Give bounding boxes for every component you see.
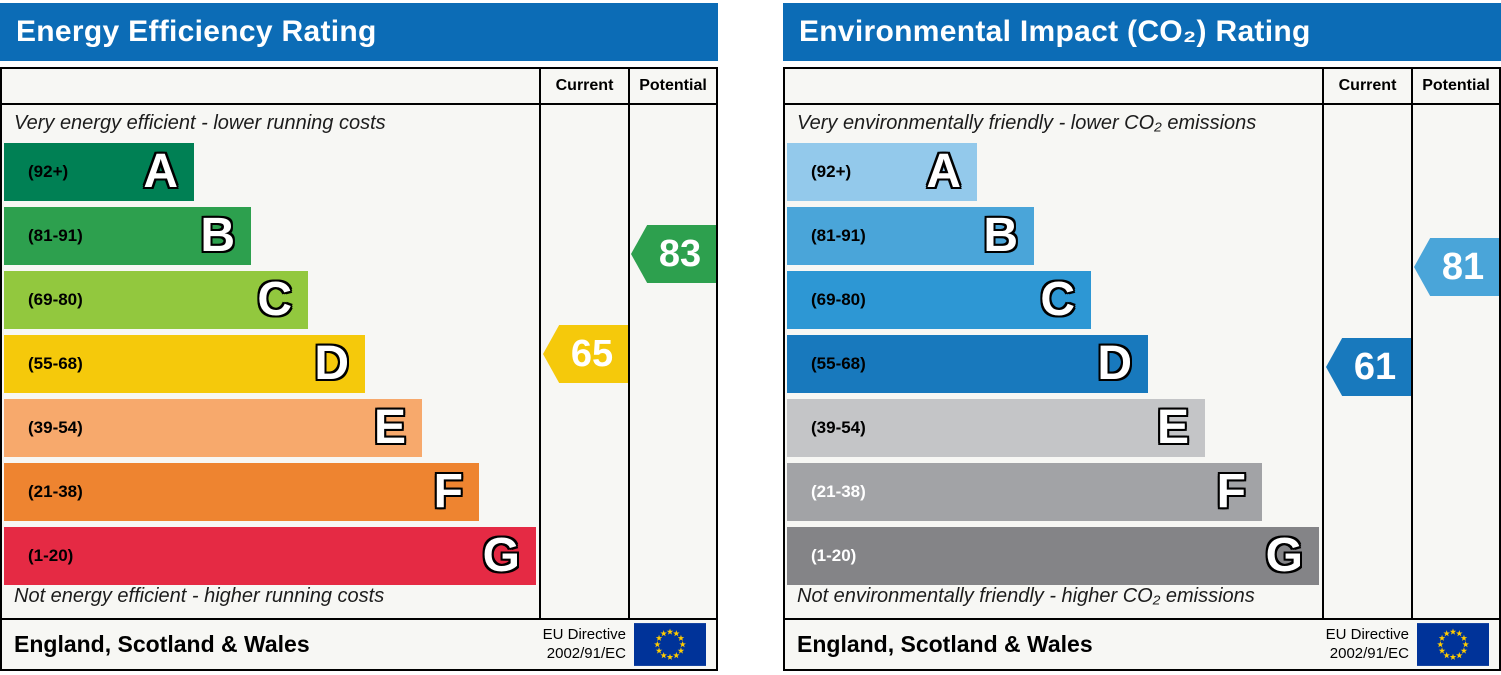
energy-table-body: Very energy efficient - lower running co… (2, 105, 716, 618)
potential-column-header: Potential (1411, 69, 1499, 103)
band-row-b: (81-91) B (4, 207, 251, 265)
eu-flag-icon (634, 623, 706, 666)
header-spacer (785, 69, 1322, 103)
potential-rating-value: 81 (1441, 245, 1485, 288)
current-column-header: Current (1322, 69, 1411, 103)
current-rating-value: 61 (1353, 345, 1397, 388)
region-label: England, Scotland & Wales (797, 631, 1093, 657)
co2-potential-column: 81 (1411, 105, 1499, 618)
region-label: England, Scotland & Wales (14, 631, 310, 657)
band-letter: C (257, 273, 292, 326)
potential-rating-arrow: 83 (631, 225, 716, 283)
panel-environmental-impact: Environmental Impact (CO₂) Rating Curren… (783, 3, 1501, 671)
energy-bands: (92+) A (81-91) B (69-80) C (55-68) D (4, 143, 539, 591)
band-letter: A (143, 145, 178, 198)
band-range-label: (21-38) (28, 482, 83, 501)
potential-column-header: Potential (628, 69, 716, 103)
band-range-label: (1-20) (811, 546, 857, 565)
band-letter: D (314, 337, 349, 390)
band-row-f: (21-38) F (4, 463, 479, 521)
co2-title: Environmental Impact (CO₂) Rating (799, 15, 1311, 48)
band-row-e: (39-54) E (787, 399, 1205, 457)
band-range-label: (92+) (811, 162, 852, 181)
band-letter: E (1156, 401, 1189, 454)
eu-flag-icon (1417, 623, 1489, 666)
energy-current-column: 65 (539, 105, 628, 618)
co2-table-body: Very environmentally friendly - lower CO… (785, 105, 1499, 618)
band-row-f: (21-38) F (787, 463, 1262, 521)
co2-table-header-row: Current Potential (785, 69, 1499, 105)
band-letter: C (1040, 273, 1075, 326)
band-row-d: (55-68) D (787, 335, 1148, 393)
band-letter: F (433, 465, 463, 518)
band-row-a: (92+) A (4, 143, 194, 201)
band-range-label: (55-68) (28, 354, 83, 373)
co2-bottom-note: Not environmentally friendly - higher CO… (797, 585, 1255, 607)
band-letter: A (926, 145, 961, 198)
band-range-label: (81-91) (28, 226, 83, 245)
band-row-c: (69-80) C (787, 271, 1091, 329)
current-rating-arrow: 61 (1326, 338, 1411, 396)
band-range-label: (92+) (28, 162, 69, 181)
band-range-label: (81-91) (811, 226, 866, 245)
band-row-b: (81-91) B (787, 207, 1034, 265)
band-letter: B (200, 209, 235, 262)
band-letter: E (373, 401, 406, 454)
current-rating-value: 65 (570, 332, 614, 375)
band-letter: B (983, 209, 1018, 262)
band-range-label: (55-68) (811, 354, 866, 373)
band-letter: F (1216, 465, 1246, 518)
co2-rating-table: Current Potential Very environmentally f… (783, 67, 1501, 671)
energy-bands-area: Very energy efficient - lower running co… (2, 105, 539, 618)
energy-table-header-row: Current Potential (2, 69, 716, 105)
potential-rating-value: 83 (658, 232, 702, 275)
co2-bands: (92+) A (81-91) B (69-80) C (55-68) D (787, 143, 1322, 591)
co2-title-bar: Environmental Impact (CO₂) Rating (783, 3, 1501, 61)
energy-bottom-note: Not energy efficient - higher running co… (14, 585, 385, 607)
band-row-d: (55-68) D (4, 335, 365, 393)
band-letter: G (482, 529, 520, 582)
potential-rating-arrow: 81 (1414, 238, 1499, 296)
energy-table-footer: England, Scotland & Wales EU Directive 2… (2, 618, 716, 669)
band-row-a: (92+) A (787, 143, 977, 201)
current-rating-arrow: 65 (543, 325, 628, 383)
current-column-header: Current (539, 69, 628, 103)
co2-table-footer: England, Scotland & Wales EU Directive 2… (785, 618, 1499, 669)
band-range-label: (39-54) (28, 418, 83, 437)
band-letter: G (1265, 529, 1303, 582)
band-row-g: (1-20) G (4, 527, 536, 585)
band-row-g: (1-20) G (787, 527, 1319, 585)
co2-bands-area: Very environmentally friendly - lower CO… (785, 105, 1322, 618)
energy-potential-column: 83 (628, 105, 716, 618)
energy-title-bar: Energy Efficiency Rating (0, 3, 718, 61)
eu-directive-line2: 2002/91/EC (1329, 644, 1409, 662)
energy-title: Energy Efficiency Rating (16, 15, 377, 48)
band-row-c: (69-80) C (4, 271, 308, 329)
eu-directive-line2: 2002/91/EC (546, 644, 626, 662)
band-range-label: (69-80) (28, 290, 83, 309)
panel-energy-efficiency: Energy Efficiency Rating Current Potenti… (0, 3, 718, 671)
band-letter: D (1097, 337, 1132, 390)
eu-directive-line1: EU Directive (1325, 625, 1409, 643)
header-spacer (2, 69, 539, 103)
band-row-e: (39-54) E (4, 399, 422, 457)
co2-current-column: 61 (1322, 105, 1411, 618)
energy-rating-table: Current Potential Very energy efficient … (0, 67, 718, 671)
co2-top-note: Very environmentally friendly - lower CO… (797, 112, 1257, 134)
eu-directive-label: EU Directive 2002/91/EC (543, 626, 626, 664)
energy-top-note: Very energy efficient - lower running co… (14, 112, 386, 134)
band-range-label: (69-80) (811, 290, 866, 309)
eu-directive-line1: EU Directive (542, 625, 626, 643)
band-range-label: (39-54) (811, 418, 866, 437)
band-range-label: (21-38) (811, 482, 866, 501)
band-range-label: (1-20) (28, 546, 74, 565)
eu-directive-label: EU Directive 2002/91/EC (1326, 626, 1409, 664)
